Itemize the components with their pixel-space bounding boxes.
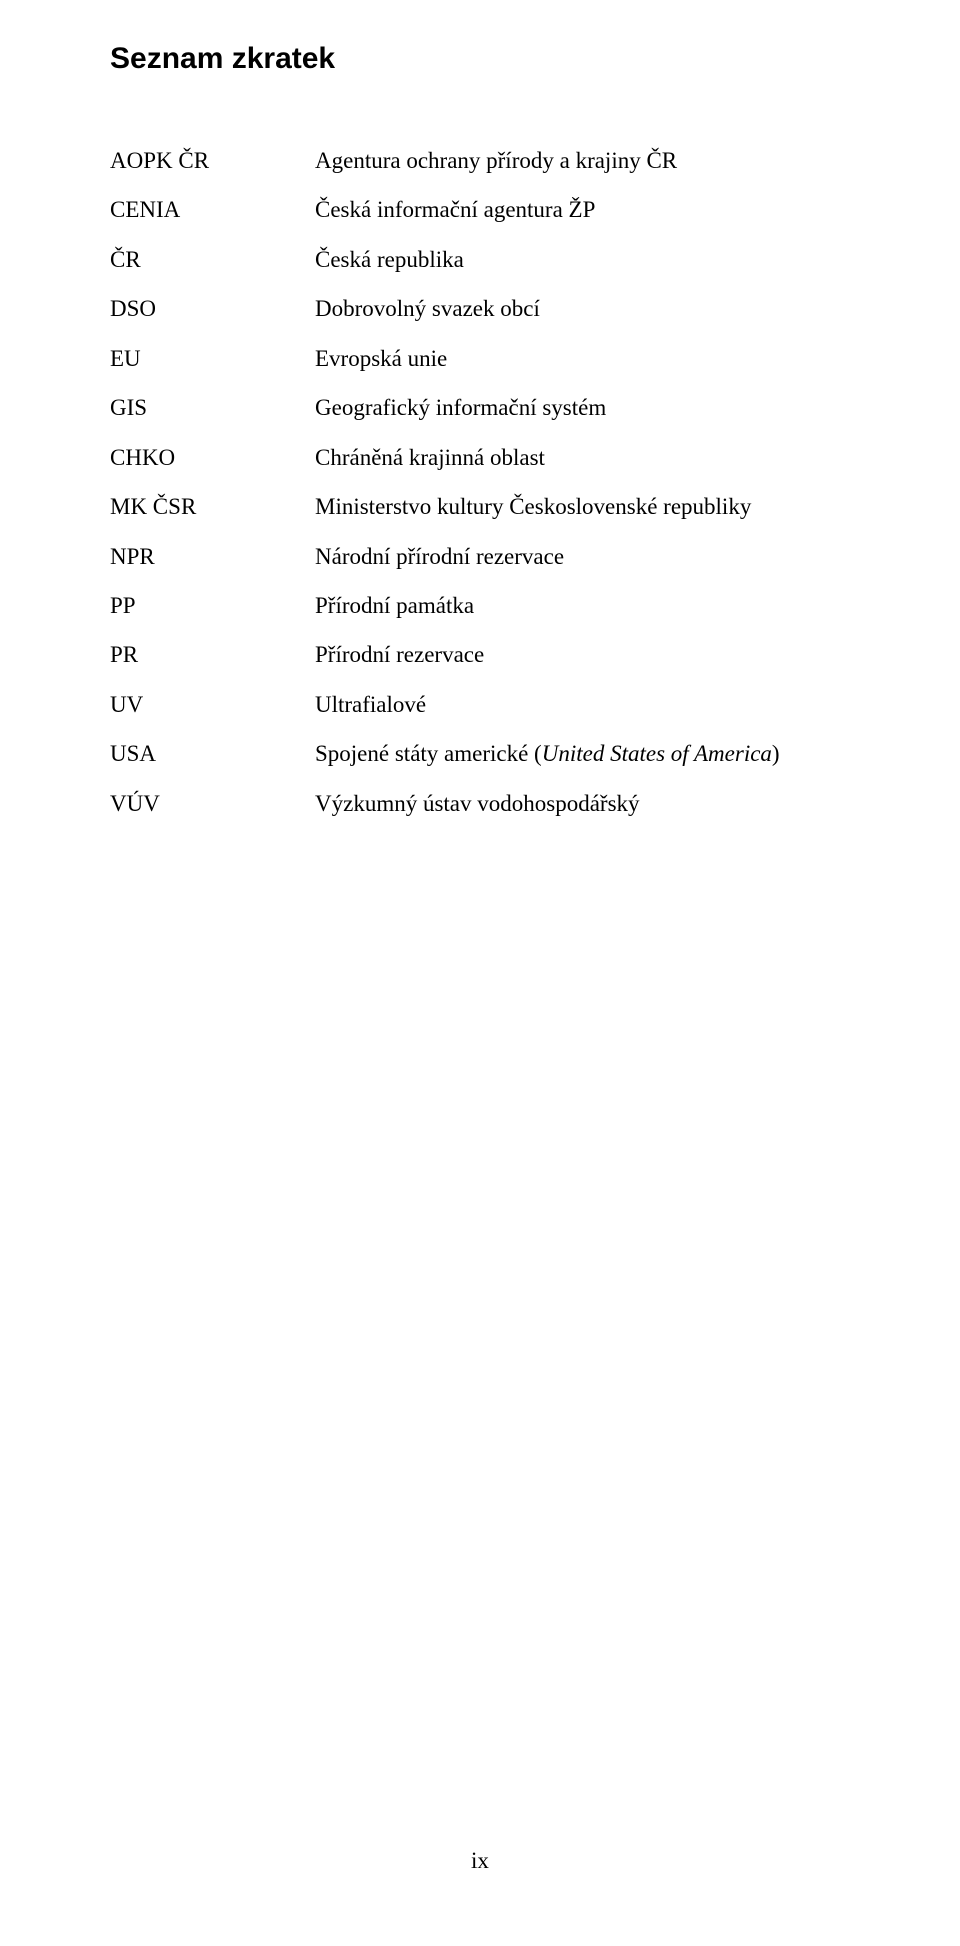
- abbr-cell: ČR: [110, 235, 315, 284]
- def-cell: Česká republika: [315, 235, 850, 284]
- table-row: AOPK ČR Agentura ochrany přírody a kraji…: [110, 136, 850, 185]
- def-cell: Česká informační agentura ŽP: [315, 185, 850, 234]
- def-cell: Dobrovolný svazek obcí: [315, 284, 850, 333]
- def-cell: Přírodní památka: [315, 581, 850, 630]
- def-cell: Přírodní rezervace: [315, 630, 850, 679]
- def-cell: Evropská unie: [315, 334, 850, 383]
- abbr-cell: MK ČSR: [110, 482, 315, 531]
- def-cell: Geografický informační systém: [315, 383, 850, 432]
- page-number: ix: [0, 1848, 960, 1874]
- def-prefix: Spojené státy americké (: [315, 741, 542, 766]
- def-cell: Národní přírodní rezervace: [315, 532, 850, 581]
- table-row: GIS Geografický informační systém: [110, 383, 850, 432]
- table-row: CHKO Chráněná krajinná oblast: [110, 433, 850, 482]
- table-row: USA Spojené státy americké (United State…: [110, 729, 850, 778]
- table-row: NPR Národní přírodní rezervace: [110, 532, 850, 581]
- abbr-cell: VÚV: [110, 779, 315, 828]
- abbr-cell: DSO: [110, 284, 315, 333]
- page-title: Seznam zkratek: [110, 42, 850, 76]
- abbr-cell: CHKO: [110, 433, 315, 482]
- def-cell: Ultrafialové: [315, 680, 850, 729]
- def-cell: Spojené státy americké (United States of…: [315, 729, 850, 778]
- abbr-cell: GIS: [110, 383, 315, 432]
- def-cell: Agentura ochrany přírody a krajiny ČR: [315, 136, 850, 185]
- abbr-cell: PP: [110, 581, 315, 630]
- abbr-cell: USA: [110, 729, 315, 778]
- def-cell: Výzkumný ústav vodohospodářský: [315, 779, 850, 828]
- abbr-cell: PR: [110, 630, 315, 679]
- table-row: DSO Dobrovolný svazek obcí: [110, 284, 850, 333]
- table-row: PP Přírodní památka: [110, 581, 850, 630]
- table-row: ČR Česká republika: [110, 235, 850, 284]
- table-row: UV Ultrafialové: [110, 680, 850, 729]
- table-row: EU Evropská unie: [110, 334, 850, 383]
- def-cell: Chráněná krajinná oblast: [315, 433, 850, 482]
- abbr-cell: EU: [110, 334, 315, 383]
- def-italic: United States of America: [542, 741, 772, 766]
- abbr-cell: AOPK ČR: [110, 136, 315, 185]
- table-row: MK ČSR Ministerstvo kultury Českoslovens…: [110, 482, 850, 531]
- table-row: CENIA Česká informační agentura ŽP: [110, 185, 850, 234]
- def-suffix: ): [772, 741, 780, 766]
- abbreviation-table: AOPK ČR Agentura ochrany přírody a kraji…: [110, 136, 850, 828]
- document-page: Seznam zkratek AOPK ČR Agentura ochrany …: [0, 0, 960, 1946]
- abbr-cell: CENIA: [110, 185, 315, 234]
- table-row: VÚV Výzkumný ústav vodohospodářský: [110, 779, 850, 828]
- table-row: PR Přírodní rezervace: [110, 630, 850, 679]
- abbr-cell: NPR: [110, 532, 315, 581]
- abbr-cell: UV: [110, 680, 315, 729]
- def-cell: Ministerstvo kultury Československé repu…: [315, 482, 850, 531]
